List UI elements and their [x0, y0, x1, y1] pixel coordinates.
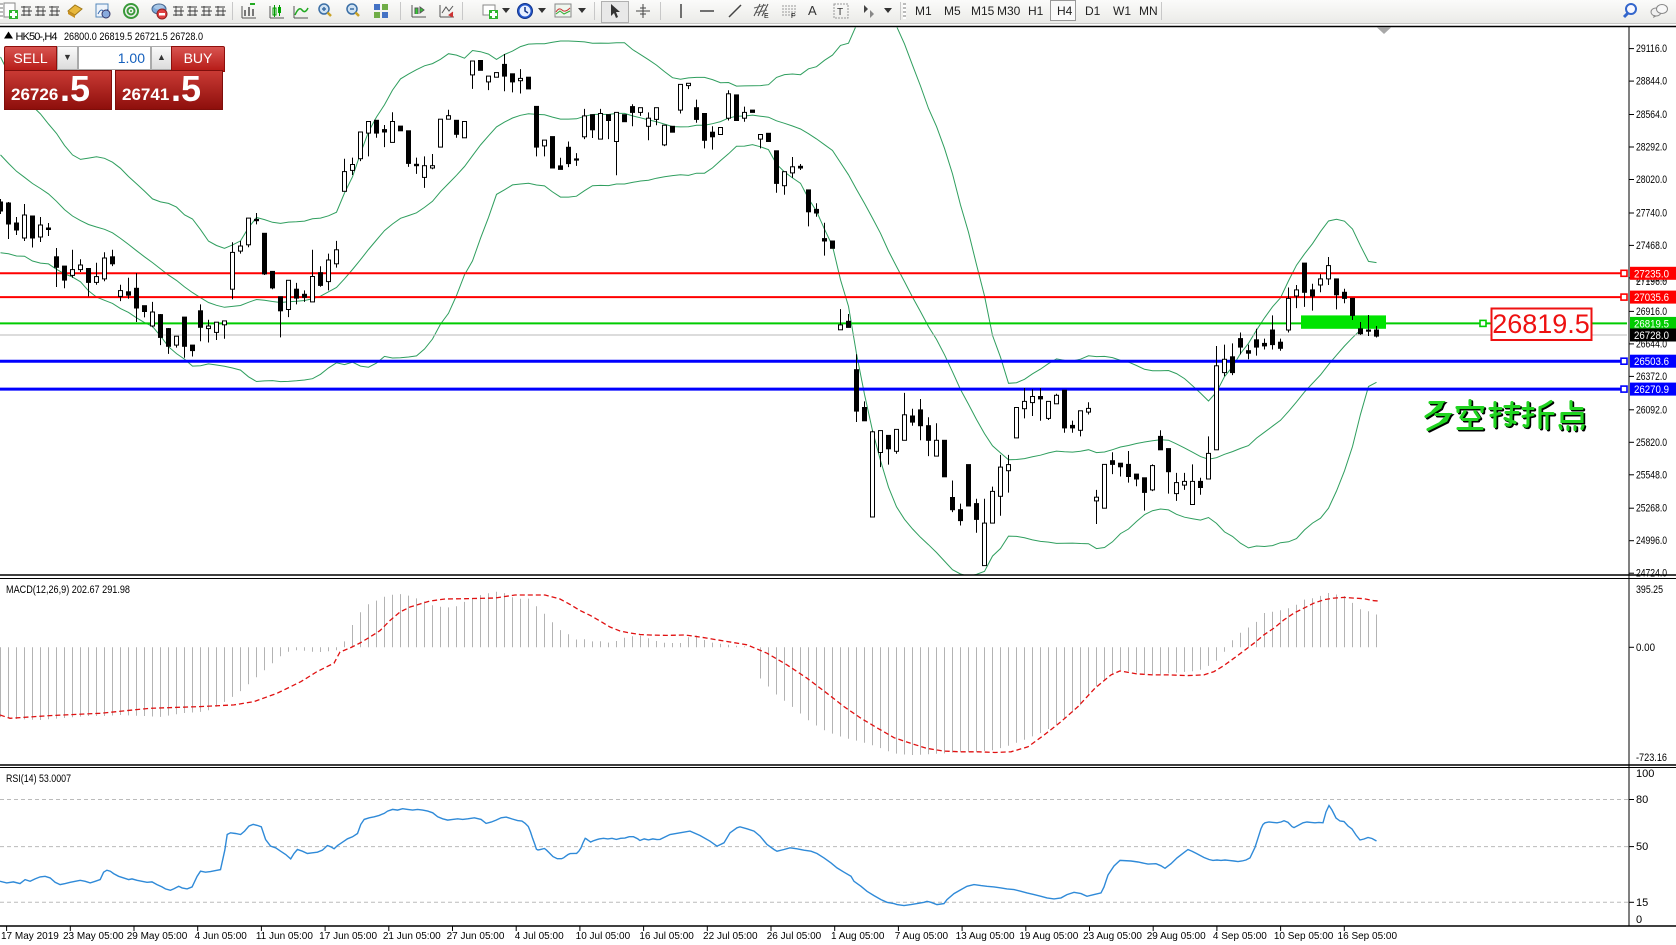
svg-text:23 May 05:00: 23 May 05:00 — [63, 931, 124, 942]
svg-text:HK50-,H4: HK50-,H4 — [16, 31, 58, 43]
svg-text:28292.0: 28292.0 — [1636, 142, 1667, 154]
svg-text:25268.0: 25268.0 — [1636, 503, 1667, 515]
svg-text:27235.0: 27235.0 — [1634, 268, 1669, 280]
svg-text:23 Aug 05:00: 23 Aug 05:00 — [1083, 931, 1142, 942]
svg-text:10 Jul 05:00: 10 Jul 05:00 — [576, 931, 631, 942]
svg-text:25820.0: 25820.0 — [1636, 437, 1667, 449]
svg-text:26372.0: 26372.0 — [1636, 371, 1667, 383]
svg-text:17 Jun 05:00: 17 Jun 05:00 — [319, 931, 377, 942]
svg-text:26819.5: 26819.5 — [1492, 309, 1590, 339]
svg-text:19 Aug 05:00: 19 Aug 05:00 — [1019, 931, 1078, 942]
svg-text:-723.16: -723.16 — [1636, 752, 1667, 764]
svg-text:28844.0: 28844.0 — [1636, 76, 1667, 88]
svg-text:26092.0: 26092.0 — [1636, 404, 1667, 416]
svg-text:29116.0: 29116.0 — [1636, 43, 1667, 55]
svg-text:50: 50 — [1636, 841, 1648, 853]
svg-text:0.00: 0.00 — [1636, 642, 1655, 654]
svg-text:100: 100 — [1636, 768, 1654, 780]
svg-text:26800.0 26819.5 26721.5 26728.: 26800.0 26819.5 26721.5 26728.0 — [64, 31, 203, 43]
svg-text:29 May 05:00: 29 May 05:00 — [127, 931, 188, 942]
svg-text:16 Jul 05:00: 16 Jul 05:00 — [639, 931, 694, 942]
svg-text:4 Sep 05:00: 4 Sep 05:00 — [1213, 931, 1267, 942]
svg-text:26728.0: 26728.0 — [1634, 330, 1669, 342]
svg-text:27468.0: 27468.0 — [1636, 240, 1667, 252]
svg-text:MACD(12,26,9) 202.67 291.98: MACD(12,26,9) 202.67 291.98 — [6, 584, 130, 596]
svg-text:10 Sep 05:00: 10 Sep 05:00 — [1274, 931, 1334, 942]
svg-text:0: 0 — [1636, 914, 1642, 926]
svg-text:F: F — [791, 13, 795, 20]
svg-text:4 Jun 05:00: 4 Jun 05:00 — [195, 931, 248, 942]
svg-text:26 Jul 05:00: 26 Jul 05:00 — [767, 931, 822, 942]
svg-text:395.25: 395.25 — [1636, 584, 1663, 596]
svg-text:27740.0: 27740.0 — [1636, 208, 1667, 220]
svg-text:80: 80 — [1636, 794, 1648, 806]
svg-text:26916.0: 26916.0 — [1636, 306, 1667, 318]
svg-text:26819.5: 26819.5 — [1634, 318, 1669, 330]
svg-text:1 Aug 05:00: 1 Aug 05:00 — [831, 931, 885, 942]
svg-text:RSI(14) 53.0007: RSI(14) 53.0007 — [6, 773, 71, 785]
svg-text:24996.0: 24996.0 — [1636, 535, 1667, 547]
svg-text:17 May 2019: 17 May 2019 — [1, 931, 59, 942]
svg-text:28020.0: 28020.0 — [1636, 174, 1667, 186]
svg-text:21 Jun 05:00: 21 Jun 05:00 — [383, 931, 441, 942]
svg-text:27035.6: 27035.6 — [1634, 292, 1669, 304]
svg-text:4 Jul 05:00: 4 Jul 05:00 — [515, 931, 564, 942]
svg-text:28564.0: 28564.0 — [1636, 109, 1667, 121]
svg-text:29 Aug 05:00: 29 Aug 05:00 — [1147, 931, 1206, 942]
svg-text:E: E — [764, 13, 769, 20]
svg-text:7 Aug 05:00: 7 Aug 05:00 — [895, 931, 949, 942]
svg-text:11 Jun 05:00: 11 Jun 05:00 — [256, 931, 314, 942]
svg-text:25548.0: 25548.0 — [1636, 469, 1667, 481]
svg-text:26503.6: 26503.6 — [1634, 356, 1669, 368]
svg-text:22 Jul 05:00: 22 Jul 05:00 — [703, 931, 758, 942]
svg-text:27 Jun 05:00: 27 Jun 05:00 — [447, 931, 505, 942]
svg-text:T: T — [837, 7, 843, 18]
svg-text:13 Aug 05:00: 13 Aug 05:00 — [956, 931, 1015, 942]
svg-text:24724.0: 24724.0 — [1636, 568, 1667, 580]
svg-text:26270.9: 26270.9 — [1634, 384, 1669, 396]
svg-text:16 Sep 05:00: 16 Sep 05:00 — [1338, 931, 1398, 942]
svg-text:15: 15 — [1636, 897, 1648, 909]
